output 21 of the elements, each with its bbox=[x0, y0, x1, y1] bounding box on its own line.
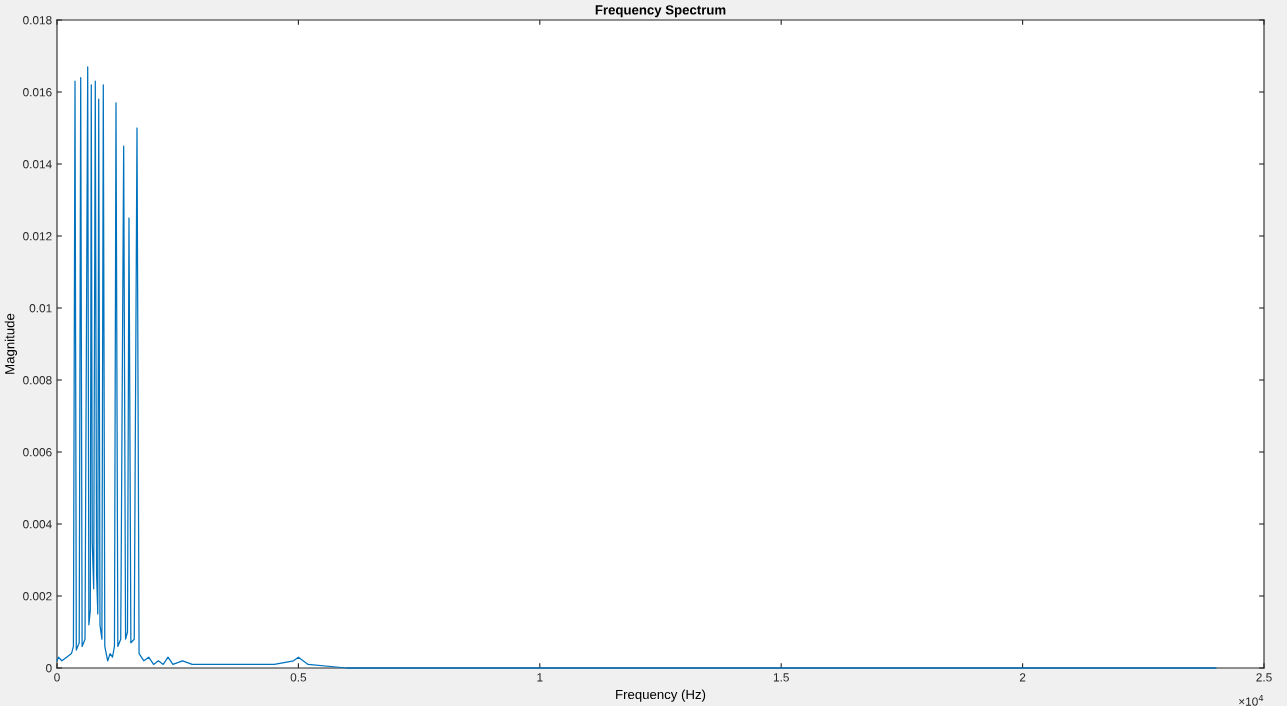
x-tick-label: 1.5 bbox=[773, 673, 789, 682]
y-tick-label: 0.012 bbox=[23, 232, 52, 241]
text: ×10$^{4}$ bbox=[1239, 695, 1264, 706]
y-tick-label: 0 bbox=[46, 664, 52, 673]
y-tick-label: 0.004 bbox=[23, 520, 52, 529]
x-tick-label: 0.5 bbox=[290, 673, 307, 682]
y-tick-label: 0.002 bbox=[23, 592, 52, 601]
line-series bbox=[56, 66, 1217, 669]
x-tick-label: 2.5 bbox=[1256, 673, 1272, 682]
y-tick-label: 0.018 bbox=[23, 16, 52, 25]
x-tick-label: 1 bbox=[537, 673, 543, 682]
x-axis-title: Frequency (Hz) bbox=[616, 689, 706, 702]
y-tick-label: 0.016 bbox=[23, 88, 52, 97]
y-tick-label: 0.014 bbox=[23, 160, 52, 169]
chart-title: Frequency Spectrum bbox=[595, 5, 726, 18]
y-tick-label: 0.01 bbox=[29, 304, 52, 313]
x-tick-label: 0 bbox=[54, 673, 60, 682]
y-tick-label: 0.008 bbox=[23, 376, 52, 385]
y-tick-label: 0.006 bbox=[23, 448, 52, 457]
y-axis-title: Magnitude bbox=[4, 313, 18, 374]
x-tick-label: 2 bbox=[1019, 673, 1026, 682]
